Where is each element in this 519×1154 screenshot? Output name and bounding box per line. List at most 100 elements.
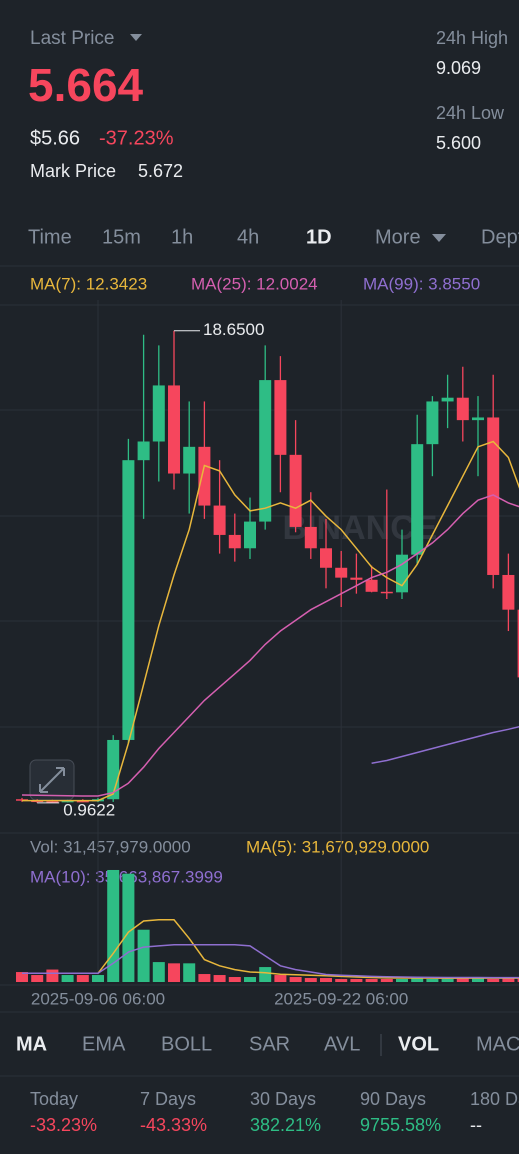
candle-body bbox=[259, 380, 272, 522]
volume-bar bbox=[487, 979, 500, 982]
value: 9755.58% bbox=[360, 1115, 441, 1135]
value: -- bbox=[470, 1115, 482, 1135]
volume-bar bbox=[441, 979, 454, 982]
volume-ma5-legend: MA(5): 31,670,929.0000 bbox=[246, 837, 429, 856]
volume-bar bbox=[137, 929, 150, 982]
volume-bar bbox=[122, 873, 135, 982]
tab[interactable]: EMA bbox=[82, 1033, 126, 1055]
dropdown-icon[interactable] bbox=[432, 234, 446, 242]
tab[interactable]: 4h bbox=[237, 226, 259, 248]
candle-body bbox=[213, 505, 226, 535]
tab[interactable]: 15m bbox=[102, 226, 141, 248]
tab-active[interactable]: 1D bbox=[306, 226, 332, 248]
candle-body bbox=[350, 577, 363, 580]
candle-body bbox=[304, 526, 317, 549]
volume-legend: Vol: 31,457,979.0000 bbox=[30, 837, 191, 856]
candle-body bbox=[396, 554, 408, 593]
legend-ma99: MA(99): 3.8550 bbox=[363, 274, 480, 293]
volume-bar bbox=[228, 977, 241, 982]
volume-bar bbox=[456, 978, 469, 982]
candle-body bbox=[517, 609, 519, 678]
volume-bar bbox=[274, 975, 287, 982]
volume-bar bbox=[76, 975, 89, 982]
expand-icon[interactable] bbox=[39, 767, 65, 793]
candle-body bbox=[320, 548, 332, 568]
tab[interactable]: Depth bbox=[481, 226, 519, 248]
tab[interactable]: 1h bbox=[171, 226, 193, 248]
legend-ma25: MA(25): 12.0024 bbox=[191, 274, 318, 293]
legend-ma7: MA(7): 12.3423 bbox=[30, 274, 147, 293]
label: 30 Days bbox=[250, 1089, 316, 1109]
value: -43.33% bbox=[140, 1115, 207, 1135]
tab[interactable]: More bbox=[375, 226, 421, 248]
label: 24h Low bbox=[436, 103, 505, 123]
volume-bar bbox=[107, 869, 120, 982]
candle-body bbox=[76, 800, 89, 803]
volume-bar bbox=[213, 975, 226, 982]
candle-body bbox=[441, 397, 454, 402]
usd-price: $5.66 bbox=[30, 127, 80, 149]
value: 382.21% bbox=[250, 1115, 321, 1135]
label: 24h High bbox=[436, 28, 508, 48]
x-tick-label: 2025-09-06 06:00 bbox=[31, 989, 165, 1008]
volume-bar bbox=[92, 975, 104, 982]
volume-bar bbox=[320, 978, 332, 982]
value: -33.23% bbox=[30, 1115, 97, 1135]
candle-body bbox=[183, 446, 196, 474]
dropdown-icon[interactable] bbox=[130, 34, 142, 41]
volume-bar bbox=[289, 977, 302, 982]
chart: MA(7): 12.3423 MA(25): 12.0024 MA(99): 3… bbox=[0, 274, 519, 1008]
volume-bar bbox=[396, 979, 408, 982]
volume-bar bbox=[426, 979, 439, 982]
volume-bar bbox=[517, 978, 519, 982]
volume-bar bbox=[46, 969, 59, 982]
volume-bar bbox=[168, 963, 180, 982]
volume-bar bbox=[183, 963, 196, 982]
candle-body bbox=[380, 591, 393, 594]
candle-body bbox=[335, 567, 348, 578]
candle-body bbox=[198, 446, 211, 506]
candle-body bbox=[411, 444, 424, 555]
volume-bar bbox=[31, 975, 44, 982]
tab-active[interactable]: VOL bbox=[398, 1033, 439, 1055]
label[interactable]: Last Price bbox=[30, 28, 114, 49]
tab[interactable]: SAR bbox=[249, 1033, 290, 1055]
last-price: 5.664 bbox=[28, 59, 144, 111]
tab[interactable]: MACD bbox=[476, 1033, 519, 1055]
candle-body bbox=[456, 397, 469, 421]
candle-body bbox=[228, 534, 241, 549]
label: Mark Price bbox=[30, 161, 116, 181]
candle-body bbox=[274, 380, 287, 455]
tab[interactable]: AVL bbox=[324, 1033, 360, 1055]
label: Today bbox=[30, 1089, 78, 1109]
candle-body bbox=[365, 579, 378, 592]
label: 7 Days bbox=[140, 1089, 196, 1109]
performance: Today 7 Days 30 Days 90 Days 180 Days -3… bbox=[30, 1089, 519, 1135]
candle-body bbox=[122, 460, 135, 740]
candle-body bbox=[487, 417, 500, 575]
tab-active[interactable]: MA bbox=[16, 1033, 47, 1055]
ma-line bbox=[22, 440, 519, 802]
mark-price: 5.672 bbox=[138, 161, 183, 181]
candle-body bbox=[289, 454, 302, 527]
tab[interactable]: Time bbox=[28, 226, 72, 248]
volume-bar bbox=[244, 977, 256, 982]
indicator-tabs: MA EMA BOLL SAR AVL VOL MACD bbox=[16, 1033, 519, 1056]
change: -37.23% bbox=[99, 127, 174, 149]
volume-bar bbox=[304, 978, 317, 982]
volume-bar bbox=[61, 975, 74, 982]
candle-body bbox=[426, 401, 439, 445]
volume-ma-line bbox=[22, 943, 519, 979]
candle-body bbox=[168, 385, 180, 474]
header: Last Price 5.664 $5.66 -37.23% Mark Pric… bbox=[28, 28, 508, 181]
candle-body bbox=[244, 521, 256, 549]
ma-line bbox=[371, 726, 519, 764]
low: 5.600 bbox=[436, 133, 481, 153]
volume-bar bbox=[472, 978, 484, 982]
tab[interactable]: BOLL bbox=[161, 1033, 212, 1055]
volume-bar bbox=[198, 974, 211, 982]
volume-bar bbox=[502, 978, 515, 982]
volume-bar bbox=[380, 979, 393, 982]
